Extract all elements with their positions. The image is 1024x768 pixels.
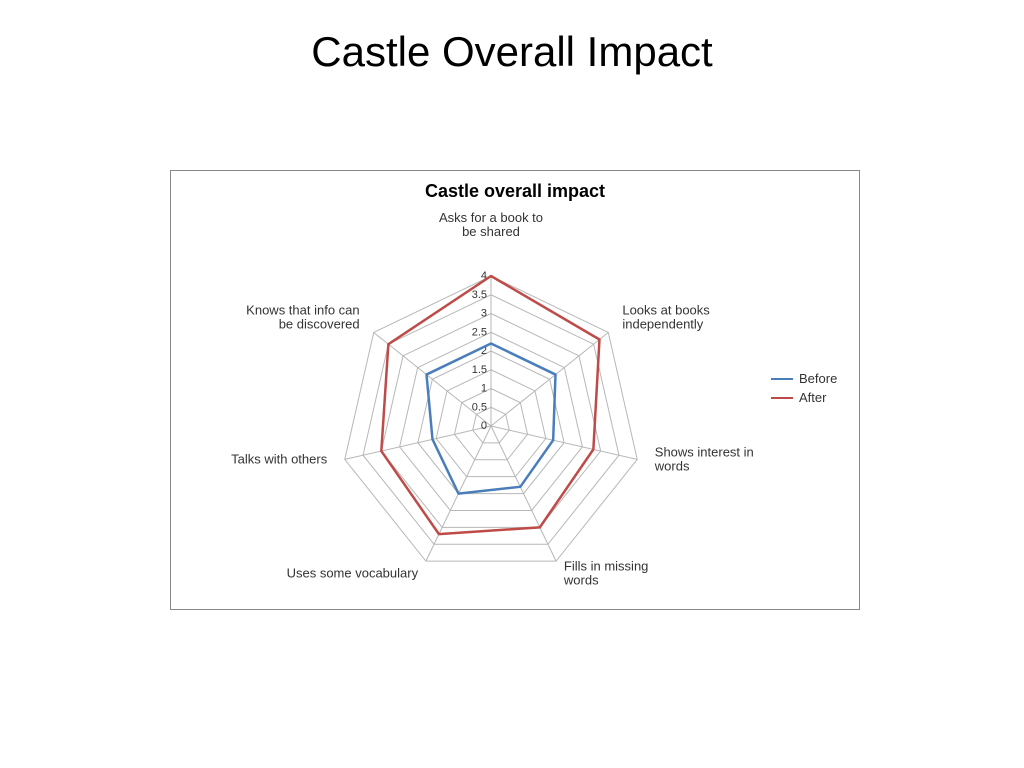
svg-text:Asks for a book tobe shared: Asks for a book tobe shared	[439, 210, 543, 239]
legend-item-after: After	[771, 390, 837, 405]
svg-text:Uses some vocabulary: Uses some vocabulary	[287, 565, 419, 580]
legend-item-before: Before	[771, 371, 837, 386]
legend-label: Before	[799, 371, 837, 386]
svg-text:Looks at booksindependently: Looks at booksindependently	[622, 302, 710, 331]
radar-chart: 00.511.522.533.54Asks for a book tobe sh…	[171, 171, 861, 611]
svg-text:2.5: 2.5	[472, 326, 487, 338]
page-title: Castle Overall Impact	[0, 28, 1024, 76]
svg-text:1: 1	[481, 383, 487, 395]
svg-text:Fills in missingwords: Fills in missingwords	[563, 558, 649, 587]
svg-text:3.5: 3.5	[472, 289, 487, 301]
legend: Before After	[771, 371, 837, 409]
svg-text:0.5: 0.5	[472, 401, 487, 413]
svg-text:0: 0	[481, 420, 487, 432]
chart-title: Castle overall impact	[171, 181, 859, 202]
chart-frame: Castle overall impact 00.511.522.533.54A…	[170, 170, 860, 610]
svg-text:Knows that info canbe discover: Knows that info canbe discovered	[246, 302, 359, 331]
legend-label: After	[799, 390, 826, 405]
svg-text:3: 3	[481, 308, 487, 320]
svg-text:1.5: 1.5	[472, 364, 487, 376]
svg-text:Talks with others: Talks with others	[231, 451, 328, 466]
legend-swatch	[771, 378, 793, 380]
svg-text:Shows interest inwords: Shows interest inwords	[654, 444, 754, 473]
legend-swatch	[771, 397, 793, 399]
